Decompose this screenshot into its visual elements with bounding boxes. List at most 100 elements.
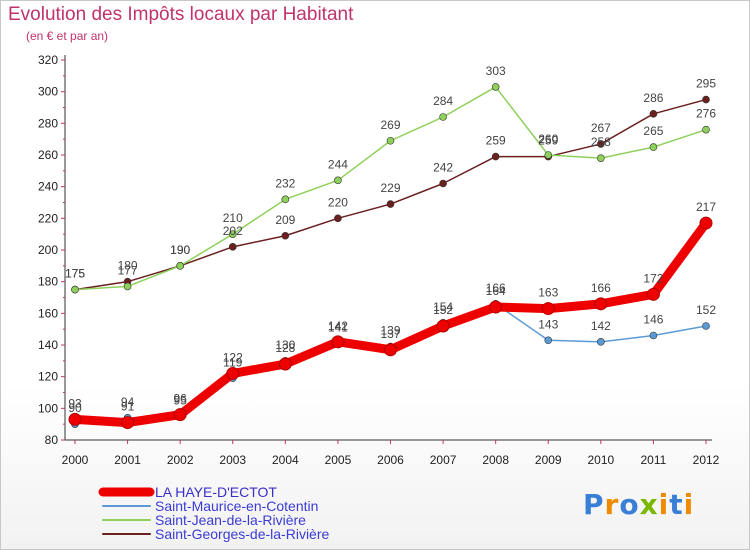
series-0-point-2011 xyxy=(646,287,660,301)
logo-letter: t xyxy=(669,488,684,521)
series-3-label-2010: 267 xyxy=(591,121,611,135)
series-0-label-2011: 172 xyxy=(643,271,663,285)
series-0-point-2010 xyxy=(594,297,608,311)
series-1-label-2005: 141 xyxy=(328,320,348,334)
series-0-point-2007 xyxy=(436,319,450,333)
series-2-label-2007: 284 xyxy=(433,94,453,108)
series-3-label-2002: 190 xyxy=(170,243,190,257)
series-3-label-2000: 175 xyxy=(65,267,85,281)
series-2-point-2005 xyxy=(334,176,342,185)
x-tick-label-2007: 2007 xyxy=(430,453,457,467)
y-tick-label-140: 140 xyxy=(38,338,58,352)
series-1-point-2011 xyxy=(649,331,658,340)
series-0-point-2009 xyxy=(541,302,555,316)
series-3-label-2007: 242 xyxy=(433,161,453,175)
series-3-label-2012: 295 xyxy=(696,77,716,91)
series-1-label-2002: 95 xyxy=(173,393,187,407)
series-2-label-2000: 175 xyxy=(65,267,85,281)
series-2-point-2008 xyxy=(491,83,500,91)
series-3-label-2011: 286 xyxy=(643,91,663,105)
y-tick-label-260: 260 xyxy=(38,148,58,162)
x-tick-label-2006: 2006 xyxy=(377,453,404,467)
series-0-label-2012: 217 xyxy=(696,200,716,214)
legend-label-1: Saint-Maurice-en-Cotentin xyxy=(155,498,318,514)
series-1-label-2011: 146 xyxy=(643,313,663,327)
series-2-label-2008: 303 xyxy=(486,64,506,78)
y-tick-label-180: 180 xyxy=(38,275,58,289)
series-0-label-2010: 166 xyxy=(591,281,611,295)
y-tick-label-160: 160 xyxy=(38,306,58,320)
legend-label-0: LA HAYE-D'ECTOT xyxy=(155,484,277,500)
chart-title: Evolution des Impôts locaux par Habitant xyxy=(8,4,354,25)
legend-label-2: Saint-Jean-de-la-Rivière xyxy=(155,512,306,528)
series-3-label-2009: 259 xyxy=(538,134,558,148)
series-2-label-2011: 265 xyxy=(643,124,663,138)
y-tick-label-320: 320 xyxy=(38,53,58,67)
series-2-label-2004: 232 xyxy=(275,176,295,190)
series-0-label-2006: 137 xyxy=(380,327,400,341)
series-0-point-2012 xyxy=(699,216,713,230)
logo-letter: r xyxy=(604,488,620,521)
logo-letter: i xyxy=(683,488,695,521)
series-2-point-2000 xyxy=(71,285,79,294)
series-0-label-2002: 96 xyxy=(173,392,187,406)
x-tick-label-2004: 2004 xyxy=(272,453,299,467)
series-3-label-2001: 180 xyxy=(118,259,138,273)
series-0-point-2004 xyxy=(278,357,292,371)
x-tick-label-2000: 2000 xyxy=(62,453,89,467)
series-3-point-2005 xyxy=(334,214,342,223)
series-3-label-2008: 259 xyxy=(486,134,506,148)
series-0-point-2005 xyxy=(331,335,345,349)
series-0-label-2004: 128 xyxy=(275,341,295,355)
x-tick-label-2002: 2002 xyxy=(167,453,194,467)
series-2-point-2010 xyxy=(597,154,605,162)
series-0-label-2001: 91 xyxy=(121,400,135,414)
series-2-label-2009: 260 xyxy=(538,132,558,146)
x-tick-label-2003: 2003 xyxy=(219,453,246,467)
y-tick-label-300: 300 xyxy=(38,85,58,99)
series-3-point-2008 xyxy=(491,152,500,161)
series-0-point-2002 xyxy=(173,408,187,422)
chart-subtitle: (en € et par an) xyxy=(26,29,109,43)
x-tick-label-2012: 2012 xyxy=(693,453,720,467)
logo-letter: i xyxy=(658,488,670,521)
y-tick-label-240: 240 xyxy=(38,180,58,194)
x-tick-label-2001: 2001 xyxy=(114,453,141,467)
series-1-point-2010 xyxy=(597,338,605,346)
series-1-label-2007: 154 xyxy=(433,300,453,314)
series-0-label-2003: 122 xyxy=(223,351,243,365)
series-0-point-2001 xyxy=(121,416,135,430)
series-2-label-2006: 269 xyxy=(380,118,400,132)
x-tick-label-2008: 2008 xyxy=(482,453,509,467)
series-0-label-2007: 152 xyxy=(433,303,453,317)
series-1-point-2009 xyxy=(544,336,553,345)
logo-letter: o xyxy=(619,488,640,521)
series-2-point-2009 xyxy=(544,151,553,159)
series-2-point-2012 xyxy=(702,125,710,134)
series-2-point-2007 xyxy=(439,113,447,121)
proxiti-logo: Proxiti xyxy=(583,488,694,521)
series-3-point-2012 xyxy=(702,95,710,104)
series-2-label-2012: 276 xyxy=(696,107,716,121)
x-tick-label-2005: 2005 xyxy=(325,453,352,467)
series-2-point-2006 xyxy=(386,136,395,145)
series-0-label-2000: 93 xyxy=(68,396,82,410)
series-3-point-2007 xyxy=(439,179,447,188)
series-0-point-2003 xyxy=(226,367,240,380)
logo-letter: P xyxy=(583,488,605,521)
series-2-label-2001: 177 xyxy=(118,263,138,277)
series-1-label-2010: 142 xyxy=(591,319,611,333)
series-3-label-2006: 229 xyxy=(380,181,400,195)
series-1-label-2009: 143 xyxy=(538,317,558,331)
series-2-label-2003: 210 xyxy=(223,211,243,225)
series-2-label-2005: 244 xyxy=(328,157,348,171)
series-1-label-2001: 94 xyxy=(121,395,135,409)
series-2-point-2011 xyxy=(649,143,658,151)
series-3-point-2004 xyxy=(281,231,290,240)
y-tick-label-220: 220 xyxy=(38,211,58,225)
x-tick-label-2011: 2011 xyxy=(641,453,667,467)
series-2-label-2010: 258 xyxy=(591,135,611,149)
y-tick-label-100: 100 xyxy=(38,401,58,415)
